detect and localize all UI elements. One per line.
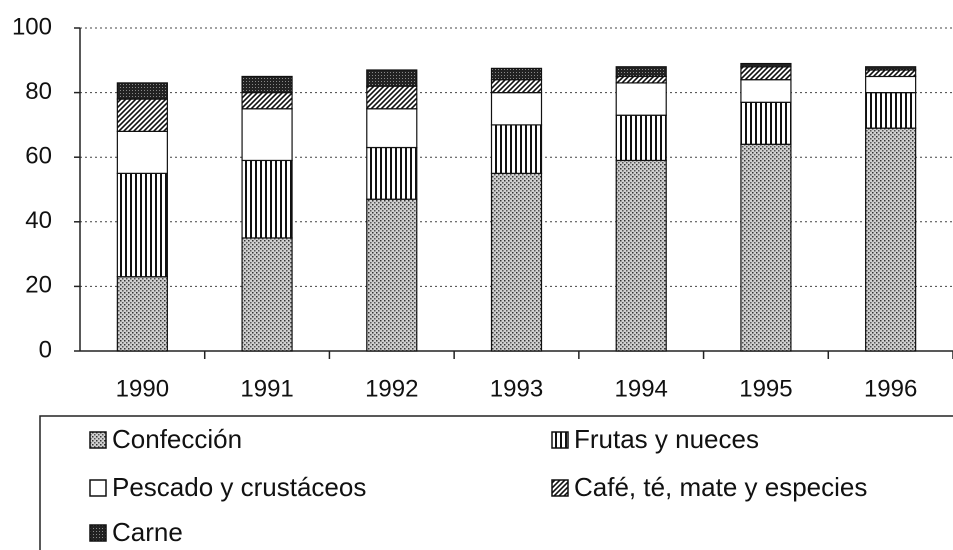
x-tick-label: 1994	[615, 375, 668, 402]
bar-segment	[740, 66, 792, 81]
y-tick-label: 0	[39, 336, 52, 363]
bar-segment	[490, 172, 543, 352]
bar-segment	[116, 82, 168, 100]
bar-segment	[865, 69, 917, 78]
bar-segment	[366, 69, 418, 87]
bar-segment	[615, 66, 667, 78]
bar-segment	[116, 130, 168, 174]
bar-segment	[490, 91, 543, 126]
bar-segment	[740, 62, 792, 68]
bar-segment	[366, 198, 418, 352]
x-tick-label: 1995	[739, 375, 792, 402]
bar-segment	[116, 98, 168, 132]
y-tick-label: 60	[25, 143, 52, 170]
legend-label: Pescado y crustáceos	[112, 472, 366, 502]
legend-swatch	[89, 524, 107, 542]
plot: 0 20 40 60 80 100 1990 1991 1992 1993 1994 1995 1996…	[12, 13, 953, 547]
bar-segment	[490, 67, 543, 81]
bar-segment	[241, 75, 293, 94]
bar-segment	[490, 79, 543, 94]
y-tick-label: 20	[25, 272, 52, 299]
legend-swatch	[551, 479, 569, 497]
x-tick-label: 1996	[864, 375, 917, 402]
bar-segment	[116, 172, 168, 278]
bar-segment	[241, 108, 293, 162]
bar-segment	[865, 75, 917, 94]
bar-segment	[490, 124, 543, 174]
legend-label: Frutas y nueces	[574, 424, 759, 454]
bar-segment	[366, 108, 418, 149]
bar-segment	[740, 101, 792, 145]
bar-segment	[615, 114, 667, 162]
bar-segment	[740, 79, 792, 103]
bar-segment	[241, 91, 293, 110]
bar-segment	[865, 91, 917, 129]
bar-segment	[615, 82, 667, 116]
bar-segment	[865, 127, 917, 352]
legend-swatch	[551, 431, 569, 449]
legend-frame	[39, 415, 953, 550]
y-tick-label: 100	[12, 13, 52, 40]
bar-segment	[116, 276, 168, 352]
legend-label: Confección	[112, 424, 242, 454]
x-tick-label: 1991	[240, 375, 293, 402]
x-tick-label: 1993	[490, 375, 543, 402]
bar-segment	[366, 85, 418, 110]
x-tick-label: 1992	[365, 375, 418, 402]
x-tick-label: 1990	[116, 375, 169, 402]
legend-label: Café, té, mate y especies	[574, 472, 867, 502]
bar-segment	[615, 75, 667, 84]
legend-swatch	[89, 479, 107, 497]
bar-segment	[241, 159, 293, 239]
y-tick-label: 40	[25, 207, 52, 234]
bar-segment	[865, 66, 917, 71]
bar-segment	[615, 159, 667, 352]
legend-label: Carne	[112, 517, 183, 547]
y-tick-label: 80	[25, 78, 52, 105]
bar-segment	[241, 237, 293, 352]
bar-segment	[740, 143, 792, 352]
bar-segment	[366, 146, 418, 200]
legend-swatch	[89, 431, 107, 449]
